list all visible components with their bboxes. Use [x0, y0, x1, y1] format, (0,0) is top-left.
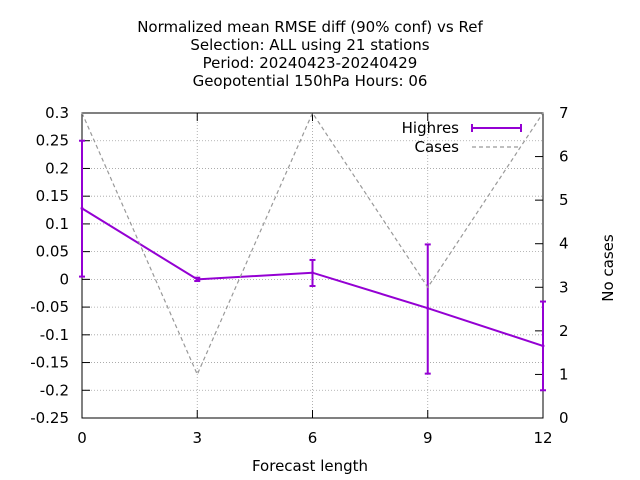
- y2-tick-label: 0: [559, 409, 569, 427]
- title-line: Selection: ALL using 21 stations: [190, 36, 429, 54]
- y2-tick-label: 3: [559, 278, 569, 296]
- y-axis-ticks: -0.25 -0.2 -0.15 -0.1 -0.05 0 0.05 0.1 0.15 0.2 0.…: [30, 104, 90, 427]
- data-point: [195, 277, 199, 281]
- x-axis-ticks: 0 3 6 9 12: [77, 113, 553, 447]
- x-axis-label: Forecast length: [252, 457, 368, 475]
- data-point: [426, 306, 430, 310]
- y2-axis-label: No cases: [599, 234, 617, 302]
- legend-label: Highres: [402, 119, 460, 137]
- legend-label: Cases: [414, 138, 459, 156]
- y2-tick-label: 7: [559, 104, 569, 122]
- x-tick-label: 12: [533, 429, 552, 447]
- title-line: Period: 20240423-20240429: [203, 54, 418, 72]
- title-line: Geopotential 150hPa Hours: 06: [193, 72, 428, 90]
- x-tick-label: 6: [308, 429, 318, 447]
- y-tick-label: -0.05: [30, 298, 69, 316]
- series-layer: [79, 111, 546, 392]
- data-point: [541, 344, 545, 348]
- y-tick-label: -0.2: [40, 381, 69, 399]
- y2-axis-ticks: 0 1 2 3 4 5 6 7: [535, 104, 569, 427]
- y2-tick-label: 5: [559, 191, 569, 209]
- title-line: Normalized mean RMSE diff (90% conf) vs …: [137, 18, 483, 36]
- y2-tick-label: 6: [559, 148, 569, 166]
- chart-title: Normalized mean RMSE diff (90% conf) vs …: [137, 18, 483, 90]
- y2-tick-label: 1: [559, 365, 569, 383]
- y-tick-label: 0.3: [45, 104, 69, 122]
- x-tick-label: 9: [423, 429, 433, 447]
- x-tick-label: 3: [192, 429, 202, 447]
- y-tick-label: -0.25: [30, 409, 69, 427]
- y-tick-label: -0.15: [30, 354, 69, 372]
- data-point: [311, 271, 314, 275]
- y2-tick-label: 2: [559, 322, 569, 340]
- y-tick-label: 0.1: [45, 215, 69, 233]
- y-tick-label: 0.05: [36, 243, 69, 261]
- y-tick-label: 0.25: [36, 132, 69, 150]
- y-tick-label: 0.15: [36, 187, 69, 205]
- x-tick-label: 0: [77, 429, 87, 447]
- y2-tick-label: 4: [559, 235, 569, 253]
- y-tick-label: 0: [59, 270, 69, 288]
- series-line-cases: [81, 111, 544, 376]
- data-point: [80, 206, 84, 210]
- y-tick-label: 0.2: [45, 159, 69, 177]
- y-tick-label: -0.1: [40, 326, 69, 344]
